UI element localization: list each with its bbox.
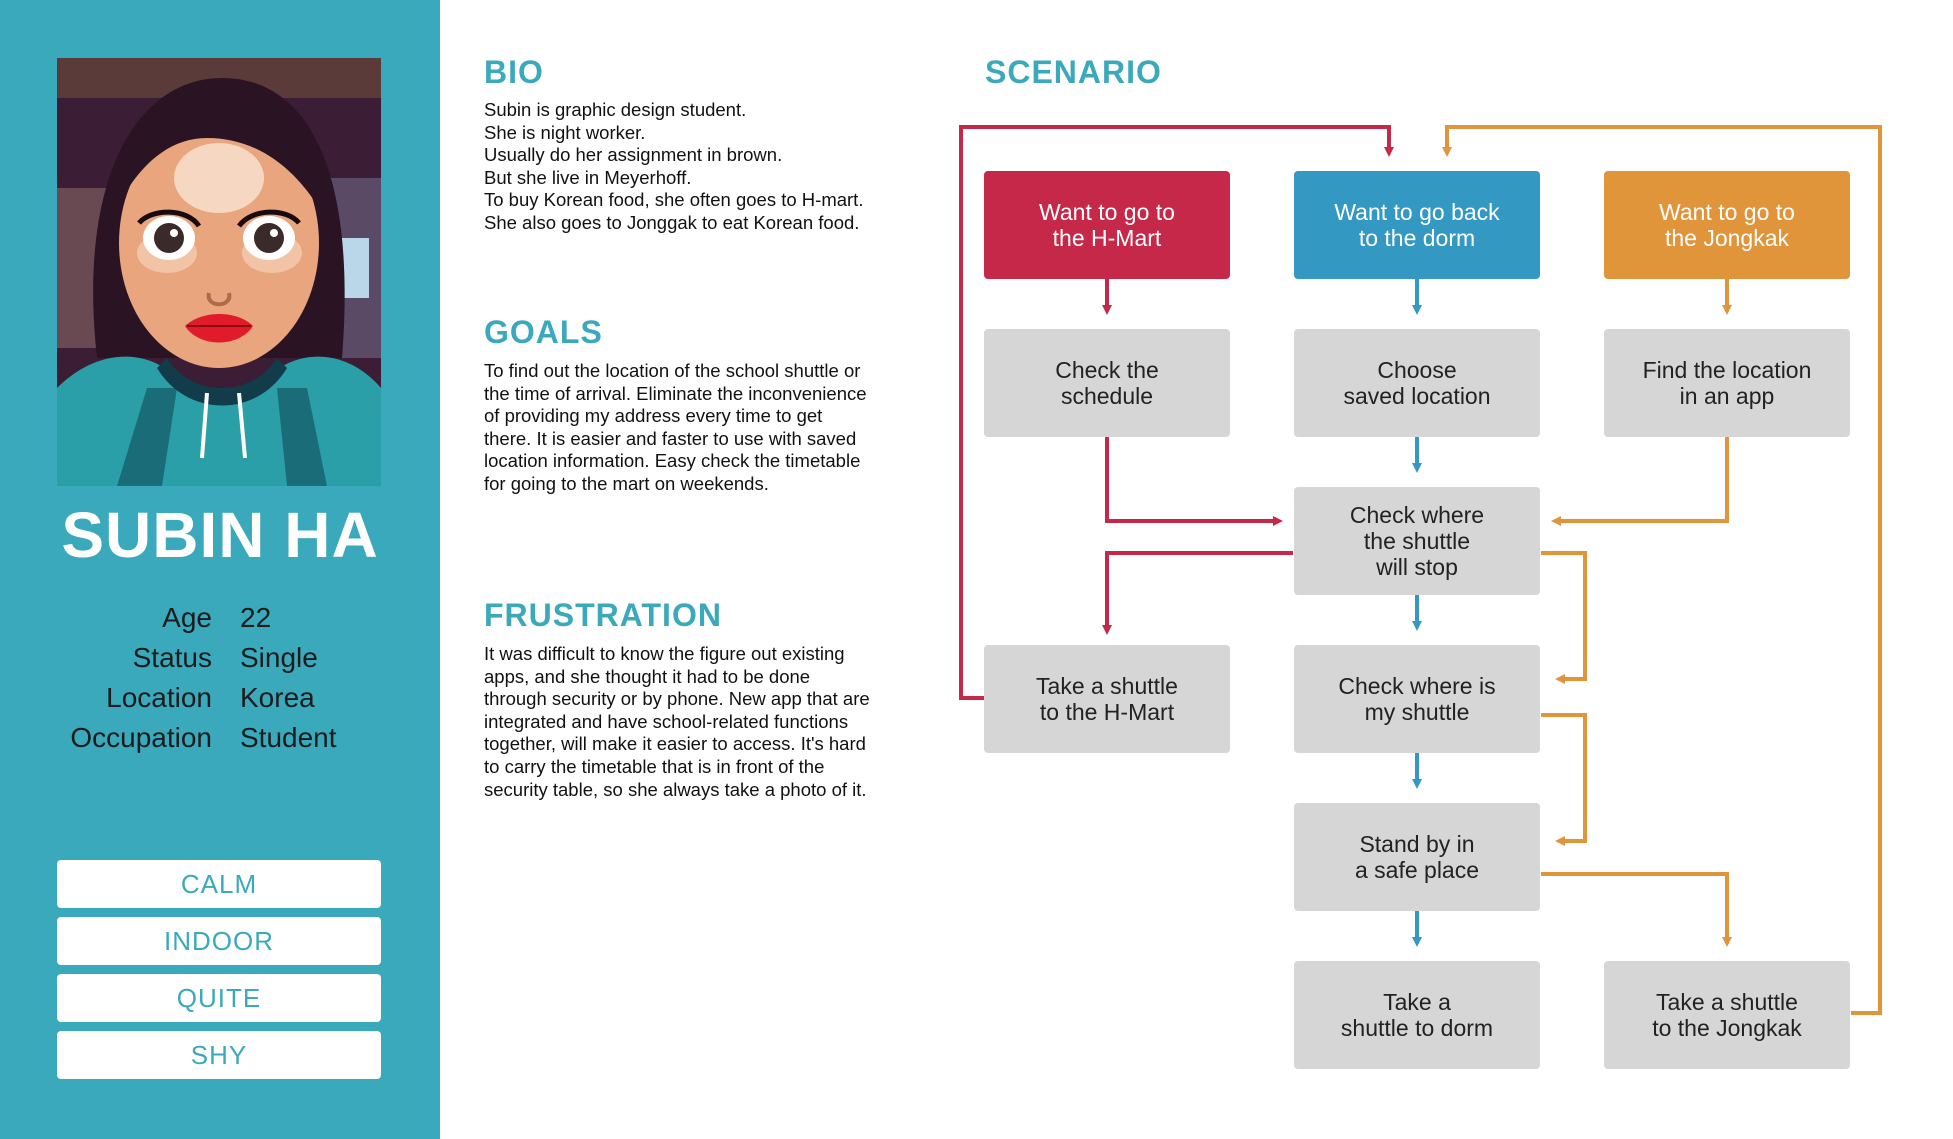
box-check-my-shuttle: Check where is my shuttle — [1294, 645, 1540, 753]
info-value: Student — [240, 722, 337, 753]
box-take-hmart: Take a shuttle to the H-Mart — [984, 645, 1230, 753]
box-label: Choose saved location — [1343, 357, 1491, 409]
frustration-line: apps, and she thought it had to be done — [484, 665, 811, 687]
scenario-title: SCENARIO — [985, 54, 1162, 90]
info-row-occupation: Occupation Student — [0, 718, 440, 758]
arrow-orange-3 — [1541, 551, 1587, 684]
box-want-dorm: Want to go back to the dorm — [1294, 171, 1540, 279]
arrow-orange-5 — [1541, 872, 1732, 947]
frustration-line: security table, so she always take a pho… — [484, 778, 867, 800]
box-take-jongkak: Take a shuttle to the Jongkak — [1604, 961, 1850, 1069]
box-want-hmart: Want to go to the H-Mart — [984, 171, 1230, 279]
info-row-age: Age 22 — [0, 598, 440, 638]
box-check-stop: Check where the shuttle will stop — [1294, 487, 1540, 595]
box-take-dorm: Take a shuttle to dorm — [1294, 961, 1540, 1069]
tag-indoor: INDOOR — [57, 917, 381, 965]
tag-shy: SHY — [57, 1031, 381, 1079]
box-label: Take a shuttle to dorm — [1340, 989, 1494, 1041]
avatar-illustration — [57, 58, 381, 486]
info-key: Age — [162, 602, 212, 633]
box-label: Want to go to the Jongkak — [1659, 199, 1795, 251]
info-key: Occupation — [70, 722, 212, 753]
frustration-line: to carry the timetable that is in front … — [484, 755, 825, 777]
info-row-location: Location Korea — [0, 678, 440, 718]
frustration-title: FRUSTRATION — [484, 597, 722, 633]
goals-title: GOALS — [484, 314, 603, 350]
arrow-orange-4 — [1541, 713, 1587, 846]
box-label: Want to go to the H-Mart — [1039, 199, 1175, 251]
persona-info: Age 22 Status Single Location Korea Occu… — [0, 598, 440, 758]
info-row-status: Status Single — [0, 638, 440, 678]
bio-line: Subin is graphic design student. — [484, 99, 747, 120]
box-stand-by: Stand by in a safe place — [1294, 803, 1540, 911]
tag-quite: QUITE — [57, 974, 381, 1022]
bio-line: But she live in Meyerhoff. — [484, 166, 692, 188]
frustration-line: It was difficult to know the figure out … — [484, 643, 845, 664]
bio-text: Subin is graphic design student. She is … — [484, 99, 934, 235]
goals-text: To find out the location of the school s… — [484, 360, 934, 496]
goals-line: location information. Easy check the tim… — [484, 450, 861, 472]
box-label: Take a shuttle to the H-Mart — [1036, 673, 1178, 725]
box-label: Take a shuttle to the Jongkak — [1652, 989, 1802, 1041]
bio-title: BIO — [484, 54, 544, 90]
persona-tags: CALM INDOOR QUITE SHY — [57, 860, 381, 1088]
box-find-location: Find the location in an app — [1604, 329, 1850, 437]
bio-line: She is night worker. — [484, 121, 646, 143]
box-label: Stand by in a safe place — [1354, 831, 1480, 883]
box-label: Find the location in an app — [1642, 357, 1812, 409]
box-label: Want to go back to the dorm — [1334, 199, 1500, 251]
arrow-red-2 — [1105, 437, 1283, 526]
persona-name: SUBIN HA — [61, 499, 379, 571]
frustration-line: integrated and have school-related funct… — [484, 710, 849, 732]
frustration-text: It was difficult to know the figure out … — [484, 643, 934, 801]
info-value: 22 — [240, 602, 272, 633]
box-choose-location: Choose saved location — [1294, 329, 1540, 437]
info-value: Korea — [240, 682, 315, 713]
bio-line: To buy Korean food, she often goes to H-… — [484, 189, 864, 211]
bio-line: She also goes to Jonggak to eat Korean f… — [484, 211, 860, 233]
box-label: Check where is my shuttle — [1338, 673, 1496, 725]
goals-line: To find out the location of the school s… — [484, 360, 861, 381]
frustration-line: together, will make it easier to access.… — [484, 733, 866, 755]
arrow-red-3 — [1102, 551, 1293, 635]
goals-line: of providing my address every time to ge… — [484, 405, 823, 427]
bio-line: Usually do her assignment in brown. — [484, 144, 783, 166]
goals-line: for going to the mart on weekends. — [484, 472, 769, 494]
persona-avatar — [57, 58, 381, 486]
arrow-orange-2 — [1551, 437, 1729, 526]
goals-line: the time of arrival. Eliminate the incon… — [484, 382, 867, 404]
box-want-jongkak: Want to go to the Jongkak — [1604, 171, 1850, 279]
info-value: Single — [240, 642, 318, 673]
persona-sidebar: SUBIN HA Age 22 Status Single Location K… — [0, 0, 440, 1139]
info-key: Status — [132, 642, 212, 673]
goals-line: there. It is easier and faster to use wi… — [484, 427, 857, 449]
tag-calm: CALM — [57, 860, 381, 908]
box-label: Check where the shuttle will stop — [1349, 502, 1485, 580]
frustration-line: through security or by phone. New app th… — [484, 688, 870, 710]
info-key: Location — [106, 682, 212, 713]
box-label: Check the schedule — [1055, 357, 1159, 409]
box-check-schedule: Check the schedule — [984, 329, 1230, 437]
